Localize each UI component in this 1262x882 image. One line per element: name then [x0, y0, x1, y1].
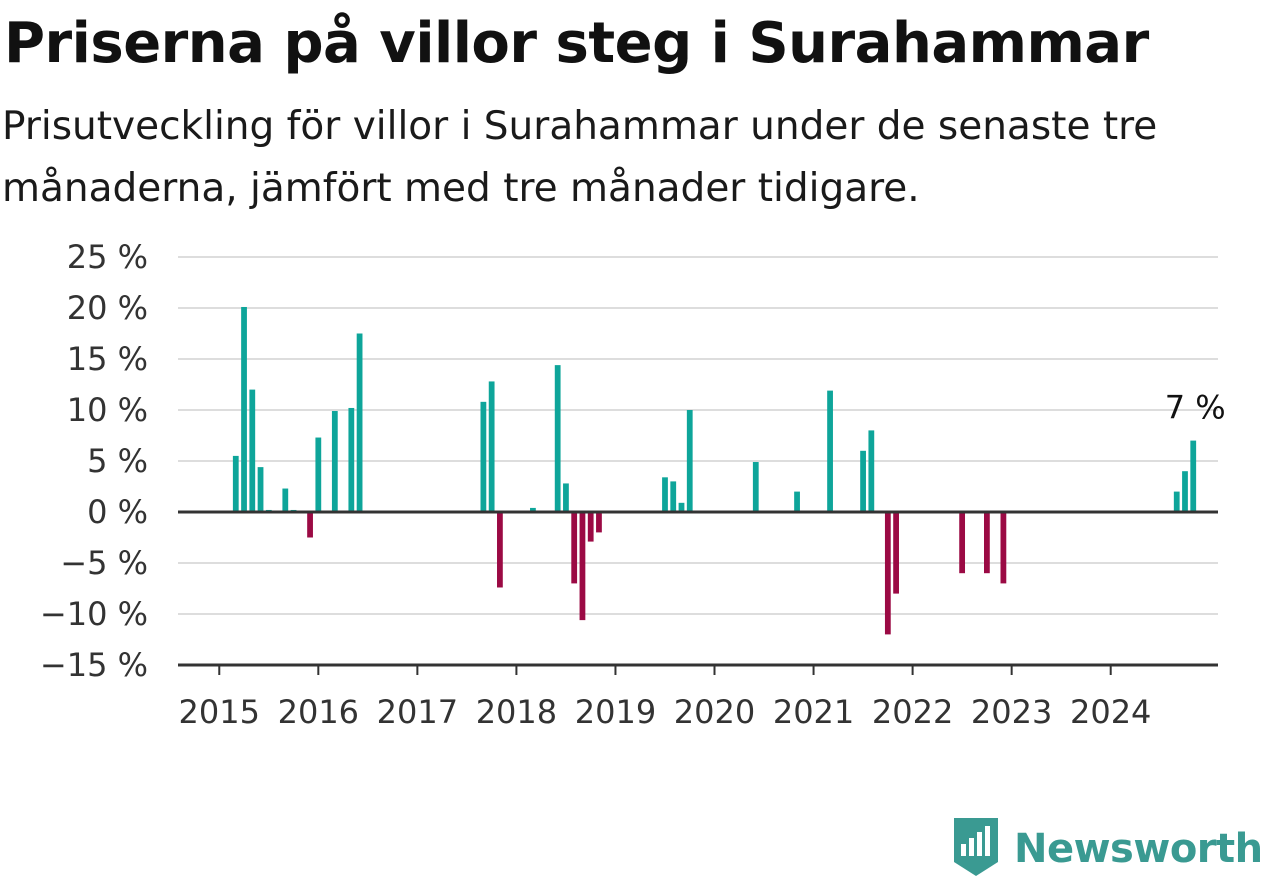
- bar: [315, 437, 322, 512]
- bar: [984, 512, 990, 574]
- value-annotation: 7 %: [1165, 389, 1226, 427]
- bar: [587, 512, 594, 542]
- bar: [356, 333, 363, 512]
- bar: [563, 483, 569, 512]
- y-tick-label: 15 %: [67, 340, 148, 378]
- bar: [686, 410, 693, 512]
- newsworthy-logo-icon: [950, 816, 1002, 882]
- chart-title: Priserna på villor steg i Surahammar: [4, 11, 1149, 76]
- x-tick-label: 2022: [872, 693, 953, 731]
- bar: [257, 467, 264, 512]
- bar: [1182, 471, 1188, 512]
- y-tick-label: 0 %: [87, 493, 148, 531]
- bar: [232, 455, 239, 512]
- x-tick-label: 2023: [971, 693, 1052, 731]
- bar: [827, 390, 833, 512]
- y-tick-label: 10 %: [67, 391, 148, 429]
- bar: [497, 512, 503, 588]
- x-tick-label: 2017: [377, 693, 458, 731]
- y-tick-label: −15 %: [40, 646, 148, 684]
- y-tick-label: 20 %: [67, 289, 148, 327]
- bar: [480, 401, 487, 512]
- bar: [662, 477, 668, 512]
- bar: [1173, 491, 1180, 512]
- y-tick-label: −10 %: [40, 595, 148, 633]
- y-tick-label: 25 %: [67, 238, 148, 276]
- x-tick-label: 2018: [476, 693, 557, 731]
- bar: [752, 462, 759, 512]
- bar: [860, 450, 866, 512]
- bar: [959, 512, 966, 574]
- bar: [670, 481, 677, 512]
- bar: [307, 512, 313, 538]
- bar: [893, 512, 899, 594]
- bar: [241, 306, 247, 512]
- bar: [884, 512, 891, 635]
- bar: [596, 512, 602, 533]
- y-tick-label: 5 %: [87, 442, 148, 480]
- brand-logo[interactable]: Newsworthy: [950, 818, 1262, 880]
- bar: [530, 507, 536, 512]
- bar: [348, 407, 355, 512]
- bar: [579, 512, 586, 621]
- bar: [794, 491, 800, 512]
- bar: [249, 389, 256, 512]
- bar: [554, 365, 561, 512]
- bar: [282, 488, 289, 512]
- bar: [488, 381, 495, 512]
- x-tick-label: 2019: [575, 693, 656, 731]
- y-tick-label: −5 %: [60, 544, 148, 582]
- bar: [331, 411, 338, 512]
- bar: [1190, 440, 1197, 512]
- x-tick-label: 2015: [179, 693, 260, 731]
- bar: [571, 512, 578, 584]
- bar: [1000, 512, 1007, 584]
- x-tick-label: 2016: [278, 693, 359, 731]
- chart-subtitle: Prisutveckling för villor i Surahammar u…: [2, 104, 1158, 211]
- x-tick-label: 2020: [674, 693, 755, 731]
- x-tick-label: 2024: [1070, 693, 1151, 731]
- brand-name: Newsworthy: [1014, 826, 1262, 872]
- x-tick-label: 2021: [773, 693, 854, 731]
- bar: [678, 502, 685, 512]
- bar: [868, 430, 875, 512]
